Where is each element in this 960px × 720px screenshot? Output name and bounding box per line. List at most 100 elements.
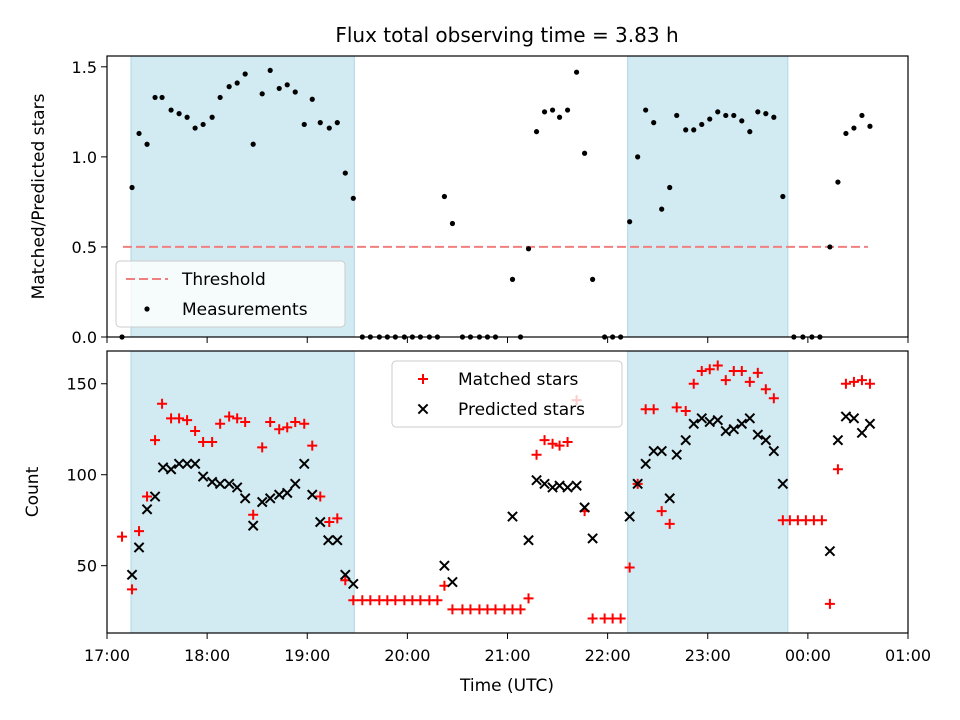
- data-point: [217, 94, 223, 101]
- data-point: [632, 478, 643, 490]
- data-point: [704, 364, 715, 375]
- data-point: [667, 184, 673, 191]
- data-point: [265, 416, 276, 427]
- data-point: [720, 375, 731, 386]
- legend-swatch: [417, 403, 429, 415]
- data-point: [656, 445, 667, 457]
- data-point: [688, 378, 699, 389]
- data-point: [298, 458, 310, 470]
- legend-label: Predicted stars: [458, 400, 585, 420]
- data-point: [189, 458, 201, 470]
- data-point: [549, 107, 556, 113]
- legend-label: Threshold: [181, 270, 266, 290]
- data-point: [129, 184, 135, 191]
- legend-label: Measurements: [182, 300, 308, 320]
- data-point: [859, 112, 865, 119]
- data-point: [390, 595, 401, 606]
- data-point: [780, 193, 786, 200]
- data-point: [856, 375, 867, 386]
- count-panel: 50 100 150 17:00 18:00 19:00 20:00 21:00 22:00 23…: [23, 350, 931, 665]
- data-point: [256, 496, 268, 508]
- data-point: [299, 418, 310, 429]
- x-axis-label: Time (UTC): [459, 676, 554, 696]
- y-axis-label: Matched/Predicted stars: [29, 93, 49, 299]
- data-point: [704, 416, 716, 428]
- data-point: [752, 367, 763, 378]
- data-point: [587, 613, 598, 624]
- x-tick-label: 23:00: [685, 646, 731, 665]
- data-point: [728, 423, 740, 435]
- data-point: [441, 193, 448, 200]
- data-point: [755, 109, 761, 115]
- data-point: [144, 141, 150, 147]
- data-point: [157, 462, 169, 473]
- legend-box: [391, 360, 623, 428]
- data-point: [640, 458, 651, 470]
- data-point: [651, 120, 657, 126]
- data-point: [133, 542, 145, 553]
- data-point: [159, 94, 165, 101]
- data-point: [223, 478, 235, 490]
- data-point: [851, 125, 857, 131]
- data-point: [556, 114, 563, 120]
- data-point: [117, 531, 128, 542]
- data-point: [257, 442, 268, 453]
- data-point: [315, 491, 326, 502]
- data-point: [691, 127, 697, 133]
- data-point: [824, 545, 836, 557]
- data-point: [840, 378, 851, 389]
- legend-swatch: [418, 374, 428, 384]
- data-point: [827, 244, 833, 250]
- data-point: [165, 463, 177, 475]
- data-point: [240, 416, 251, 427]
- data-point: [648, 404, 659, 415]
- data-point: [752, 429, 764, 440]
- data-point: [322, 534, 334, 546]
- data-point: [176, 111, 182, 117]
- data-point: [326, 125, 332, 131]
- data-point: [531, 449, 542, 460]
- data-point: [339, 569, 351, 581]
- y-tick-label: 1.5: [72, 58, 97, 77]
- data-point: [777, 478, 789, 490]
- data-point: [449, 220, 456, 227]
- data-point: [531, 474, 542, 486]
- data-point: [587, 533, 598, 544]
- data-point: [864, 378, 875, 389]
- data-point: [664, 493, 676, 504]
- data-point: [554, 480, 565, 491]
- data-point: [309, 96, 315, 102]
- data-point: [273, 489, 285, 501]
- data-point: [664, 518, 675, 529]
- data-point: [192, 125, 198, 131]
- data-point: [763, 111, 769, 117]
- data-point: [659, 206, 665, 212]
- data-point: [832, 464, 843, 475]
- data-point: [284, 82, 290, 88]
- data-point: [200, 121, 206, 128]
- data-point: [541, 109, 548, 115]
- y-tick-label: 0.0: [72, 328, 97, 347]
- data-point: [334, 120, 340, 126]
- data-point: [515, 604, 526, 615]
- data-point: [680, 434, 692, 446]
- data-point: [214, 478, 226, 490]
- data-point: [281, 487, 293, 499]
- data-point: [347, 578, 359, 590]
- shaded-interval-1: [130, 350, 355, 634]
- legend-swatch: [144, 306, 150, 312]
- x-tick-label: 00:00: [785, 646, 831, 665]
- data-point: [307, 440, 318, 451]
- data-point: [247, 520, 259, 531]
- data-point: [267, 67, 273, 74]
- data-point: [671, 402, 682, 413]
- data-point: [747, 129, 753, 135]
- data-point: [539, 478, 550, 490]
- y-axis-label: Count: [23, 466, 43, 517]
- data-point: [301, 121, 307, 128]
- data-point: [317, 120, 323, 126]
- plot-frame: [106, 55, 909, 338]
- data-point: [835, 179, 841, 185]
- data-point: [624, 511, 635, 522]
- data-point: [282, 422, 293, 433]
